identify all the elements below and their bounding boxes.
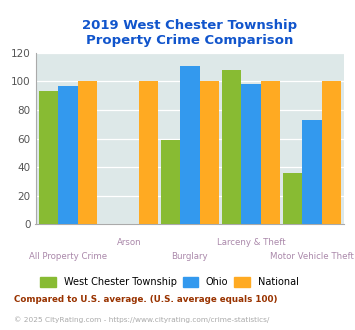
Bar (138, 82, 158, 224)
Text: © 2025 CityRating.com - https://www.cityrating.com/crime-statistics/: © 2025 CityRating.com - https://www.city… (14, 316, 269, 323)
Text: Arson: Arson (116, 238, 141, 247)
Bar (77, 82, 97, 224)
Text: All Property Crime: All Property Crime (29, 252, 107, 261)
Text: Burglary: Burglary (171, 252, 208, 261)
Bar (222, 70, 241, 224)
Text: Compared to U.S. average. (U.S. average equals 100): Compared to U.S. average. (U.S. average … (14, 295, 278, 304)
Text: Motor Vehicle Theft: Motor Vehicle Theft (270, 252, 354, 261)
Bar (283, 173, 302, 224)
Bar (39, 91, 58, 224)
Legend: West Chester Township, Ohio, National: West Chester Township, Ohio, National (40, 277, 299, 287)
Bar (200, 82, 219, 224)
Bar (58, 86, 77, 224)
Title: 2019 West Chester Township
Property Crime Comparison: 2019 West Chester Township Property Crim… (82, 19, 297, 48)
Bar (261, 82, 280, 224)
Bar (241, 84, 261, 224)
Text: Larceny & Theft: Larceny & Theft (217, 238, 285, 247)
Bar (180, 66, 200, 224)
Bar (302, 120, 322, 224)
Bar (161, 140, 180, 224)
Bar (322, 82, 341, 224)
